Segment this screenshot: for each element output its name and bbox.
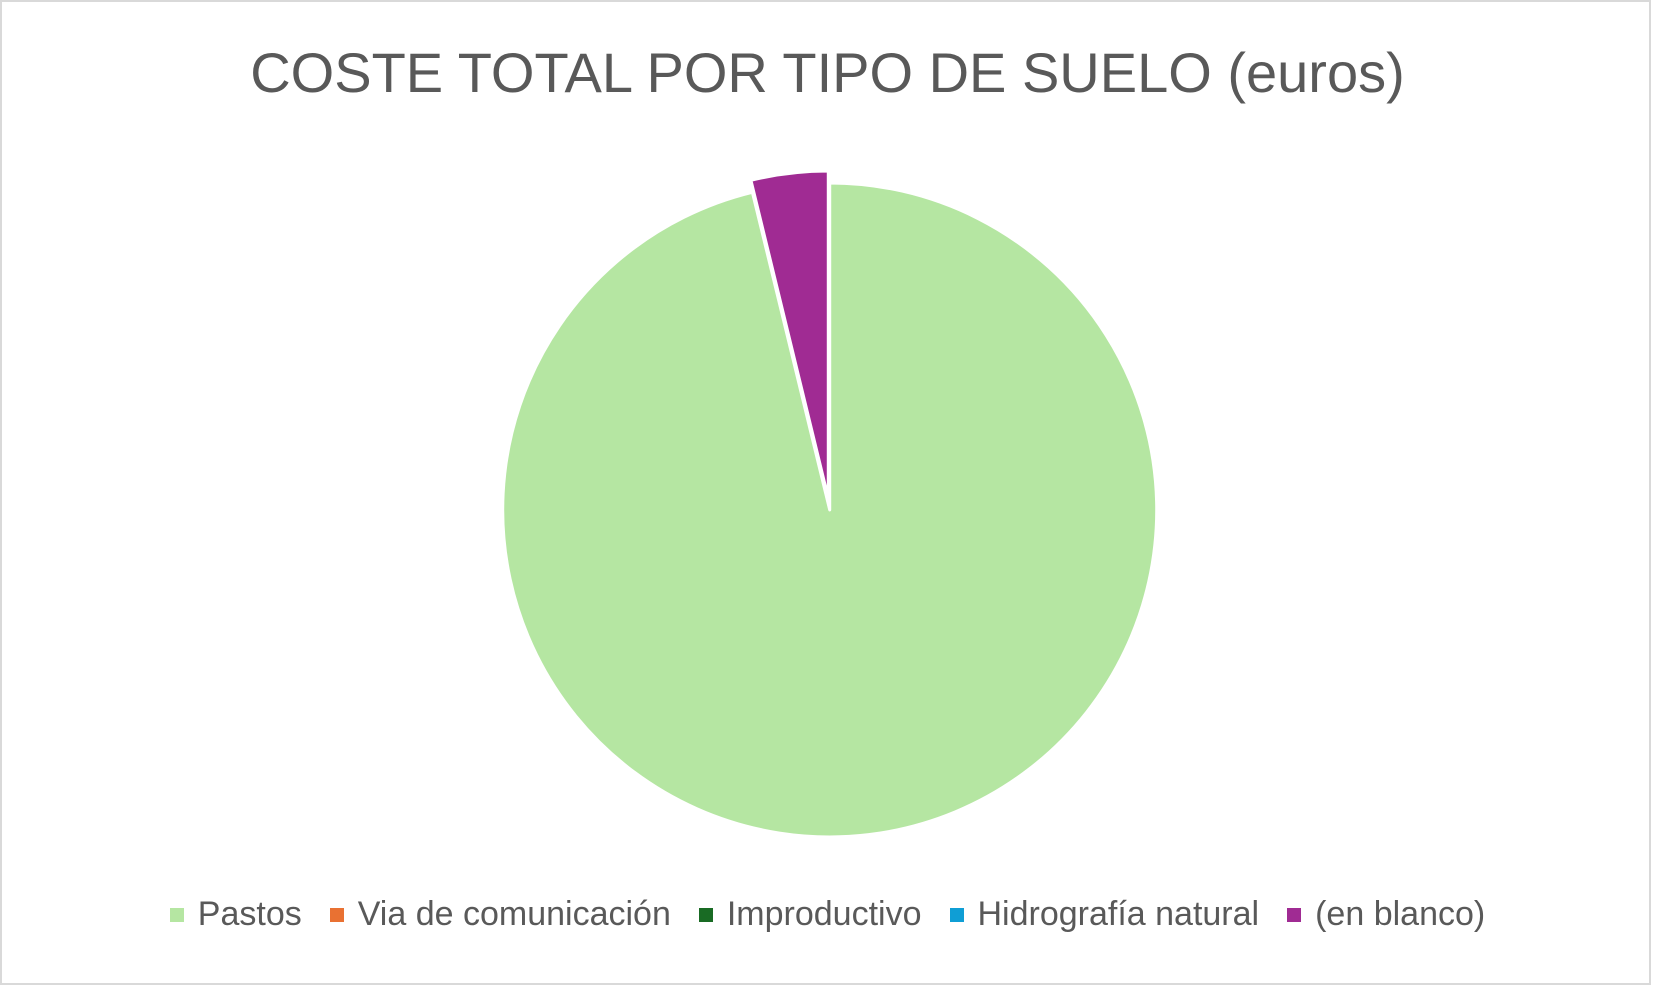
legend-label-improductivo: Improductivo — [726, 895, 922, 933]
pie-slice-en-blanco — [749, 169, 830, 500]
legend-swatch-improductivo — [698, 907, 713, 922]
chart-title: COSTE TOTAL POR TIPO DE SUELO (euros) — [250, 41, 1405, 104]
legend-swatch-hidrografia-natural — [949, 907, 964, 922]
legend-item-hidrografia-natural: Hidrografía natural — [949, 895, 1260, 934]
legend-swatch-pastos — [169, 907, 184, 922]
legend: Pastos Via de comunicación Improductivo … — [2, 895, 1653, 934]
legend-item-via-de-comunicacion: Via de comunicación — [329, 895, 671, 934]
legend-label-pastos: Pastos — [197, 895, 302, 933]
legend-swatch-via-de-comunicacion — [329, 907, 344, 922]
legend-label-hidrografia-natural: Hidrografía natural — [977, 895, 1260, 933]
legend-swatch-en-blanco — [1287, 907, 1302, 922]
legend-item-pastos: Pastos — [169, 895, 302, 934]
legend-label-via-de-comunicacion: Via de comunicación — [357, 895, 671, 933]
legend-label-en-blanco: (en blanco) — [1315, 895, 1486, 933]
legend-item-improductivo: Improductivo — [698, 895, 922, 934]
pie-slice-pastos — [501, 181, 1159, 839]
legend-item-en-blanco: (en blanco) — [1287, 895, 1485, 934]
